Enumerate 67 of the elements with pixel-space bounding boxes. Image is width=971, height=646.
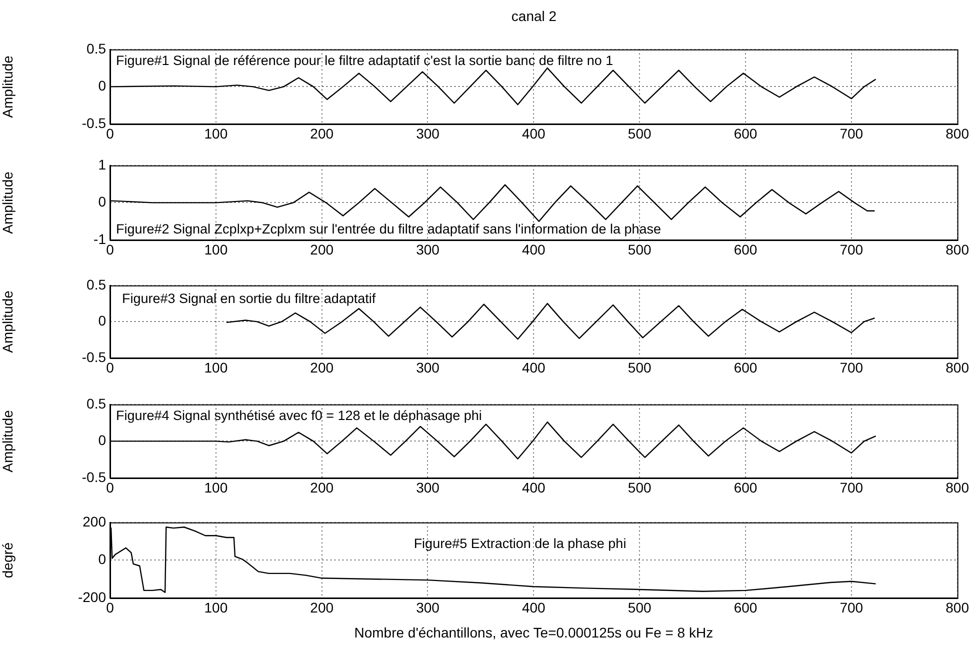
x-tick-label: 100 bbox=[204, 479, 228, 496]
x-tick-label: 500 bbox=[628, 479, 652, 496]
y-tick-label: 0 bbox=[98, 78, 106, 94]
x-tick-label: 100 bbox=[204, 125, 228, 142]
x-tick-label: 400 bbox=[522, 479, 546, 496]
y-tick-label: 0 bbox=[98, 312, 106, 329]
y-tick-label: -1 bbox=[94, 230, 106, 247]
x-tick-label: 200 bbox=[310, 125, 334, 142]
x-tick-label: 700 bbox=[840, 479, 864, 496]
chart-title: canal 2 bbox=[510, 8, 558, 24]
x-tick-label: 100 bbox=[204, 241, 228, 258]
x-tick-label: 500 bbox=[628, 125, 652, 142]
x-tick-label: 600 bbox=[734, 359, 758, 376]
x-tick-label: 700 bbox=[840, 599, 864, 616]
x-tick-label: 200 bbox=[310, 599, 334, 616]
x-tick-label: 700 bbox=[840, 359, 864, 376]
annotation: Figure#5 Extraction de la phase phi bbox=[414, 536, 626, 552]
x-tick-label: 500 bbox=[628, 359, 652, 376]
annotation: Figure#2 Signal Zcplxp+Zcplxm sur l'entrée du filtre adaptatif sans l'information de la phase bbox=[116, 222, 662, 237]
annotation: Figure#4 Signal synthétisé avec f0 = 128 et le déphasage phi bbox=[116, 408, 482, 424]
x-tick-label: 400 bbox=[522, 241, 546, 258]
y-tick-label: 0 bbox=[98, 551, 106, 568]
x-tick-label: 800 bbox=[946, 479, 970, 496]
x-tick-label: 500 bbox=[628, 599, 652, 616]
y-tick-label: -0.5 bbox=[82, 114, 106, 131]
y-axis-title: Amplitude bbox=[0, 55, 16, 118]
x-tick-label: 300 bbox=[416, 241, 440, 258]
x-tick-label: 600 bbox=[734, 479, 758, 496]
y-tick-label: 200 bbox=[82, 513, 106, 530]
y-tick-label: 0 bbox=[98, 194, 106, 210]
y-axis-title: Amplitude bbox=[0, 410, 16, 472]
y-tick-label: -0.5 bbox=[82, 348, 106, 365]
annotation: Figure#3 Signal en sortie du filtre adaptatif bbox=[122, 291, 376, 306]
y-tick-label: 0.5 bbox=[86, 276, 106, 292]
y-tick-label: -200 bbox=[78, 588, 106, 605]
x-tick-label: 200 bbox=[310, 359, 334, 376]
x-tick-label: 600 bbox=[734, 241, 758, 258]
y-tick-label: 0.5 bbox=[86, 40, 106, 56]
y-tick-label: -0.5 bbox=[82, 468, 106, 485]
y-tick-label: 1 bbox=[98, 156, 106, 172]
x-tick-label: 400 bbox=[522, 125, 546, 142]
x-tick-label: 800 bbox=[946, 241, 970, 258]
y-tick-label: 0.5 bbox=[86, 395, 106, 412]
x-tick-label: 500 bbox=[628, 241, 652, 258]
x-tick-label: 200 bbox=[310, 241, 334, 258]
x-tick-label: 100 bbox=[204, 599, 228, 616]
y-axis-title: degré bbox=[0, 542, 16, 578]
y-axis-title: Amplitude bbox=[0, 290, 16, 353]
y-axis-title: Amplitude bbox=[0, 171, 16, 234]
x-tick-label: 300 bbox=[416, 479, 440, 496]
x-tick-label: 700 bbox=[840, 241, 864, 258]
x-tick-label: 600 bbox=[734, 599, 758, 616]
x-axis-title: Nombre d'échantillons, avec Te=0.000125s ou Fe = 8 kHz bbox=[354, 624, 714, 640]
x-tick-label: 400 bbox=[522, 599, 546, 616]
x-tick-label: 300 bbox=[416, 359, 440, 376]
x-tick-label: 400 bbox=[522, 359, 546, 376]
x-tick-label: 800 bbox=[946, 359, 970, 376]
x-tick-label: 800 bbox=[946, 125, 970, 142]
x-tick-label: 300 bbox=[416, 599, 440, 616]
x-tick-label: 700 bbox=[840, 125, 864, 142]
x-tick-label: 300 bbox=[416, 125, 440, 142]
y-tick-label: 0 bbox=[98, 432, 106, 448]
x-tick-label: 100 bbox=[204, 359, 228, 376]
x-tick-label: 600 bbox=[734, 125, 758, 142]
x-tick-label: 200 bbox=[310, 479, 334, 496]
annotation: Figure#1 Signal de référence pour le filtre adaptatif c'est la sortie banc de filtre no 1 bbox=[116, 53, 614, 68]
x-tick-label: 800 bbox=[946, 599, 970, 616]
